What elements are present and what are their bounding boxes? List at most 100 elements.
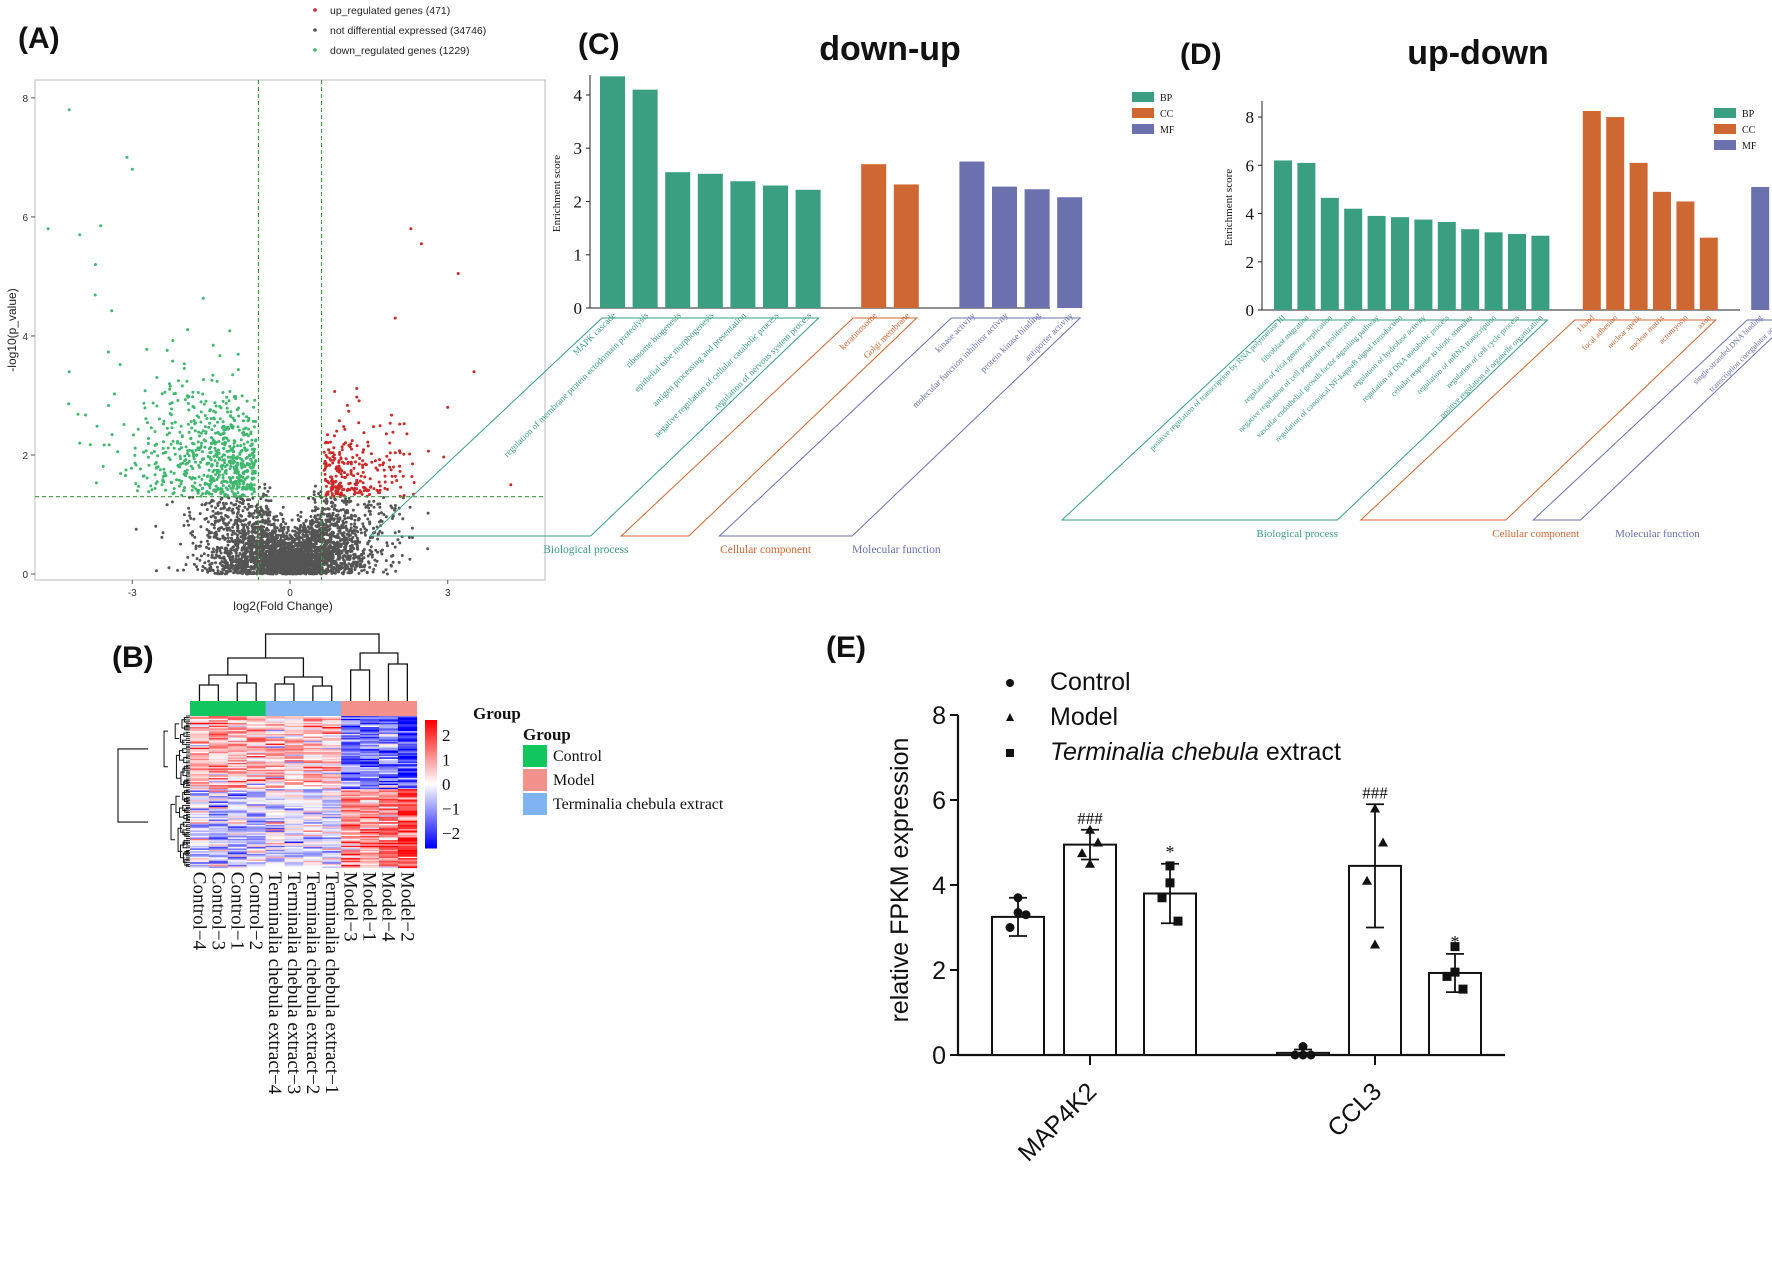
volcano-point: [146, 421, 149, 425]
volcano-point: [196, 568, 200, 571]
volcano-point: [245, 399, 249, 403]
volcano-point: [348, 558, 352, 561]
volcano-point: [319, 490, 323, 494]
volcano-point: [233, 467, 236, 471]
volcano-point: [362, 565, 366, 569]
volcano-point: [161, 446, 165, 450]
volcano-point: [376, 490, 380, 494]
volcano-point: [314, 555, 318, 559]
volcano-point: [339, 561, 343, 565]
annotation-cell: [265, 701, 285, 717]
volcano-point: [241, 568, 245, 572]
volcano-point: [339, 472, 343, 476]
volcano-point: [240, 548, 244, 552]
volcano-point: [249, 555, 252, 559]
volcano-point: [344, 441, 347, 445]
volcano-point: [197, 434, 201, 438]
volcano-point: [186, 422, 190, 426]
volcano-point: [332, 550, 336, 554]
volcano-point: [231, 416, 235, 420]
volcano-point: [361, 450, 365, 454]
volcano-point: [179, 442, 182, 446]
volcano-point: [353, 490, 357, 493]
volcano-point: [287, 557, 291, 561]
volcano-point: [398, 449, 402, 453]
volcano-point: [293, 572, 297, 576]
volcano-point: [212, 556, 216, 560]
volcano-point: [341, 508, 345, 511]
volcano-point: [193, 535, 197, 539]
volcano-point: [236, 519, 239, 523]
volcano-point: [310, 530, 314, 534]
volcano-point: [380, 531, 384, 535]
volcano-point: [217, 519, 221, 523]
volcano-point: [204, 439, 208, 443]
volcano-point: [232, 503, 236, 507]
volcano-point: [340, 475, 344, 479]
volcano-point: [247, 521, 251, 525]
volcano-point: [350, 439, 354, 443]
volcano-point: [201, 296, 205, 300]
volcano-point: [375, 525, 379, 529]
volcano-point: [225, 551, 229, 555]
volcano-point: [351, 456, 355, 459]
volcano-point: [376, 550, 380, 554]
volcano-point: [333, 480, 337, 484]
volcano-point: [377, 480, 381, 484]
volcano-point: [332, 507, 336, 511]
volcano-point: [282, 525, 286, 529]
volcano-point: [219, 507, 223, 511]
volcano-point: [234, 479, 237, 483]
volcano-point: [302, 526, 305, 530]
volcano-point: [225, 463, 229, 467]
volcano-point: [67, 108, 71, 112]
dendrogram-branch: [198, 684, 219, 701]
volcano-point: [182, 366, 186, 370]
volcano-point: [390, 506, 394, 510]
volcano-point: [346, 473, 349, 477]
volcano-point: [213, 440, 217, 443]
volcano-point: [331, 455, 335, 459]
volcano-point: [237, 508, 241, 511]
volcano-point: [237, 529, 241, 533]
volcano-point: [269, 533, 273, 537]
volcano-point: [227, 526, 231, 530]
volcano-point: [380, 511, 383, 515]
volcano-point: [238, 482, 242, 486]
volcano-point: [163, 390, 167, 394]
volcano-point: [273, 525, 277, 529]
volcano-point: [247, 514, 251, 518]
volcano-point: [237, 557, 241, 561]
volcano-point: [328, 440, 332, 444]
volcano-point: [376, 532, 380, 536]
volcano-point: [266, 519, 270, 523]
volcano-point: [155, 569, 158, 573]
volcano-point: [187, 460, 191, 463]
volcano-point: [201, 565, 205, 568]
volcano-point: [350, 447, 354, 451]
volcano-point: [179, 542, 183, 546]
volcano-point: [214, 431, 218, 435]
volcano-point: [328, 546, 332, 550]
volcano-point: [156, 454, 160, 458]
volcano-point: [331, 561, 335, 565]
volcano-point: [327, 448, 331, 452]
volcano-point: [233, 419, 237, 422]
volcano-point: [388, 465, 392, 469]
volcano-point: [279, 560, 283, 564]
y-tick-label: 2: [22, 451, 28, 462]
volcano-point: [398, 464, 402, 468]
volcano-point: [183, 398, 187, 402]
volcano-point: [262, 492, 266, 496]
volcano-point: [228, 467, 232, 471]
volcano-point: [252, 511, 256, 515]
volcano-point: [314, 534, 318, 538]
volcano-point: [172, 471, 176, 475]
volcano-point: [205, 508, 209, 511]
volcano-point: [362, 568, 366, 572]
volcano-point: [190, 488, 194, 492]
volcano-point: [238, 452, 242, 456]
volcano-point: [368, 493, 371, 496]
panel-label-a: (A): [18, 22, 60, 55]
volcano-point: [287, 564, 291, 568]
